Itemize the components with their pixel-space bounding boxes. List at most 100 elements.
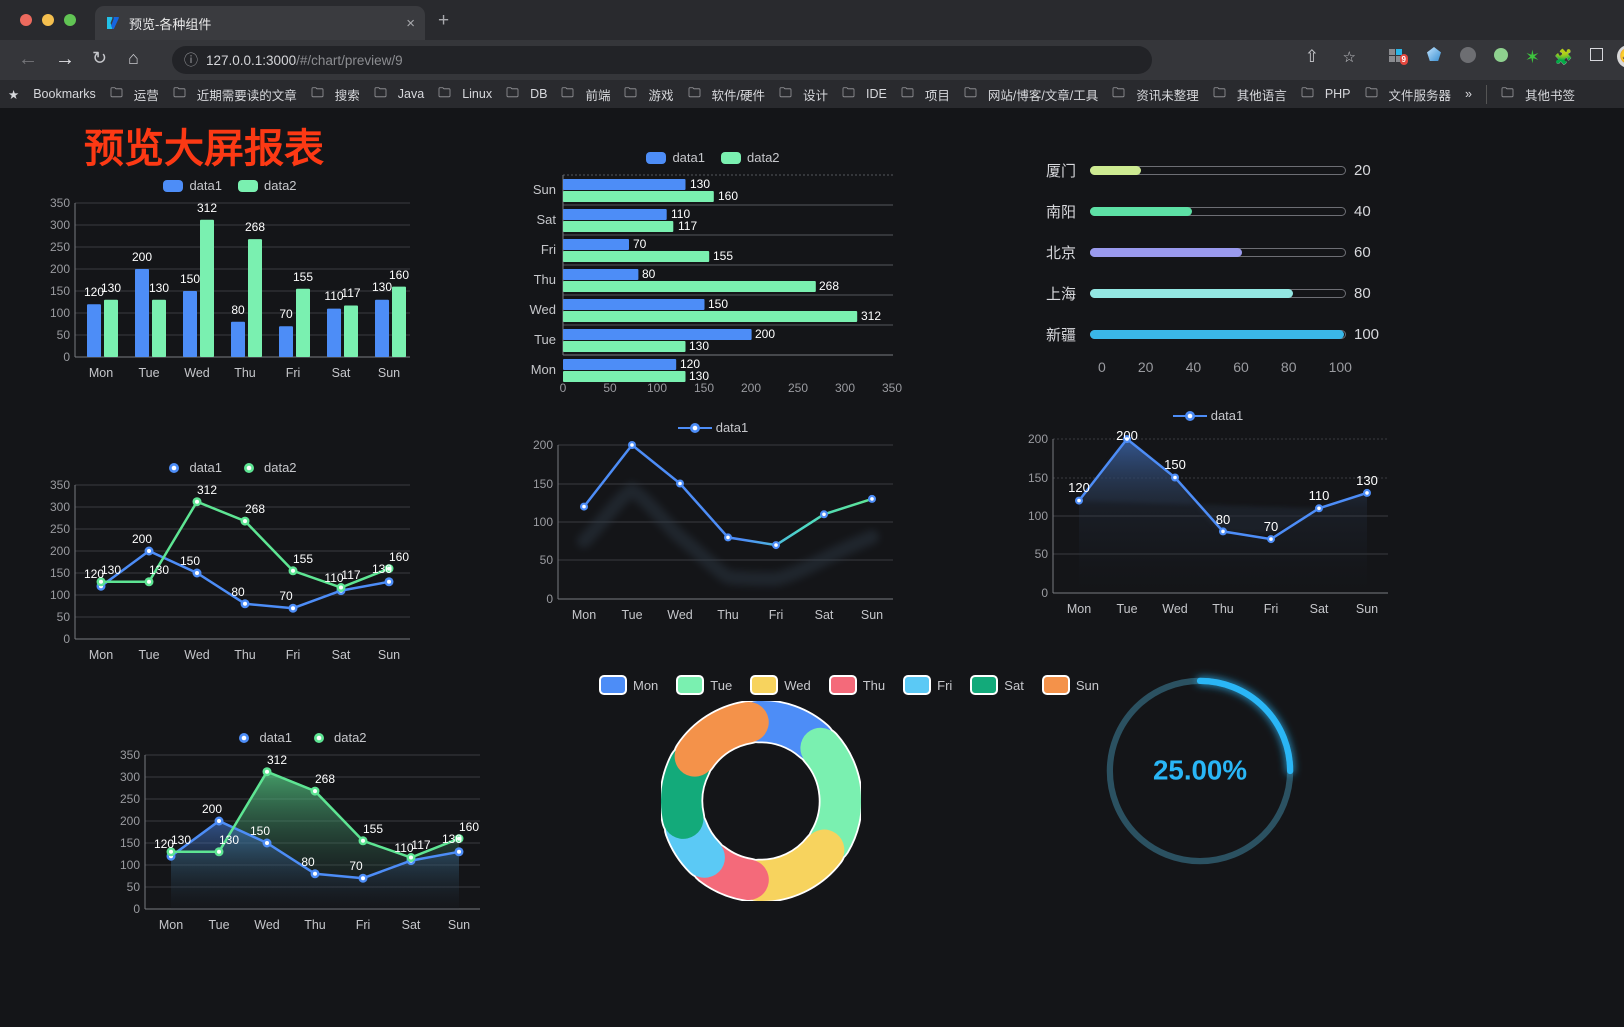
svg-text:200: 200 [755,327,775,341]
svg-text:120: 120 [1068,480,1090,495]
svg-text:200: 200 [1116,431,1138,443]
svg-text:Mon: Mon [531,362,556,377]
svg-text:130: 130 [372,562,392,576]
svg-text:80: 80 [231,303,245,317]
svg-text:130: 130 [171,833,191,847]
svg-text:80: 80 [231,585,245,599]
svg-text:130: 130 [101,563,121,577]
svg-text:100: 100 [533,515,553,529]
svg-text:Sun: Sun [378,366,400,380]
svg-text:50: 50 [1035,547,1049,561]
svg-text:Fri: Fri [286,366,301,380]
svg-text:350: 350 [120,748,140,762]
svg-text:155: 155 [713,249,733,263]
svg-text:312: 312 [267,753,287,767]
svg-text:130: 130 [372,280,392,294]
svg-text:Sun: Sun [378,648,400,662]
svg-text:160: 160 [459,820,479,834]
svg-text:Sun: Sun [861,608,883,622]
svg-text:70: 70 [349,859,363,873]
svg-text:Sun: Sun [533,182,556,197]
svg-text:117: 117 [341,286,360,300]
svg-text:200: 200 [132,532,152,546]
svg-text:150: 150 [250,824,270,838]
svg-text:350: 350 [50,478,70,492]
svg-text:Sat: Sat [332,366,351,380]
svg-text:130: 130 [690,177,710,191]
svg-text:300: 300 [50,500,70,514]
svg-text:0: 0 [560,381,567,395]
svg-text:25.00%: 25.00% [1153,754,1247,785]
svg-text:Fri: Fri [286,648,301,662]
svg-text:100: 100 [50,306,70,320]
svg-text:268: 268 [245,220,265,234]
svg-text:117: 117 [678,219,697,233]
svg-text:350: 350 [50,196,70,210]
svg-text:Tue: Tue [1116,602,1137,616]
svg-text:117: 117 [341,568,360,582]
svg-text:Thu: Thu [534,272,556,287]
svg-text:Tue: Tue [534,332,556,347]
svg-text:Thu: Thu [304,918,326,932]
svg-text:Fri: Fri [769,608,784,622]
svg-text:200: 200 [120,814,140,828]
svg-text:Wed: Wed [530,302,557,317]
svg-text:250: 250 [788,381,808,395]
svg-text:160: 160 [389,268,409,282]
svg-text:350: 350 [882,381,902,395]
svg-text:Wed: Wed [184,648,210,662]
svg-text:Thu: Thu [234,648,256,662]
svg-text:0: 0 [133,902,140,916]
svg-text:150: 150 [533,477,553,491]
svg-text:150: 150 [694,381,714,395]
svg-text:130: 130 [1356,473,1378,488]
svg-text:70: 70 [1264,519,1278,534]
svg-text:130: 130 [442,832,462,846]
svg-text:Mon: Mon [89,366,113,380]
svg-text:130: 130 [219,833,239,847]
svg-text:Thu: Thu [717,608,739,622]
svg-text:300: 300 [50,218,70,232]
svg-text:150: 150 [1028,471,1048,485]
svg-text:Mon: Mon [89,648,113,662]
svg-text:150: 150 [708,297,728,311]
svg-text:Mon: Mon [1067,602,1091,616]
svg-text:50: 50 [603,381,617,395]
svg-text:Fri: Fri [1264,602,1279,616]
svg-text:312: 312 [861,309,881,323]
svg-text:100: 100 [1028,509,1048,523]
svg-text:Mon: Mon [159,918,183,932]
svg-text:160: 160 [718,189,738,203]
svg-text:50: 50 [57,610,71,624]
svg-text:268: 268 [819,279,839,293]
svg-text:155: 155 [363,822,383,836]
svg-text:80: 80 [642,267,656,281]
svg-text:Thu: Thu [234,366,256,380]
svg-text:Tue: Tue [138,648,159,662]
svg-text:150: 150 [50,566,70,580]
svg-text:Tue: Tue [621,608,642,622]
svg-text:Sat: Sat [402,918,421,932]
svg-text:155: 155 [293,552,313,566]
svg-text:50: 50 [57,328,71,342]
svg-text:130: 130 [149,563,169,577]
svg-text:250: 250 [50,240,70,254]
svg-text:160: 160 [389,550,409,564]
svg-text:70: 70 [633,237,647,251]
svg-text:150: 150 [180,272,200,286]
svg-text:Mon: Mon [572,608,596,622]
svg-text:Sun: Sun [448,918,470,932]
svg-text:Sat: Sat [332,648,351,662]
svg-text:100: 100 [50,588,70,602]
svg-text:200: 200 [50,262,70,276]
svg-text:0: 0 [63,632,70,646]
svg-text:Fri: Fri [541,242,556,257]
svg-text:130: 130 [149,281,169,295]
svg-text:300: 300 [835,381,855,395]
svg-text:200: 200 [1028,432,1048,446]
svg-text:Wed: Wed [184,366,210,380]
svg-text:80: 80 [1216,512,1230,527]
svg-text:150: 150 [50,284,70,298]
svg-text:Tue: Tue [208,918,229,932]
svg-text:80: 80 [301,855,315,869]
